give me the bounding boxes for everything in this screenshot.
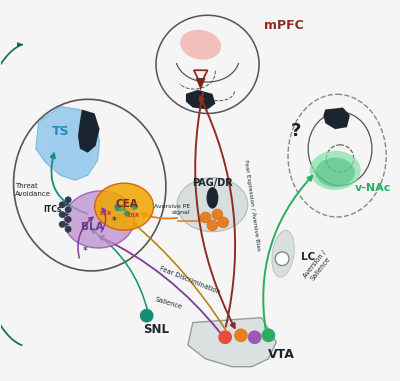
Text: D2R: D2R (114, 207, 126, 212)
Ellipse shape (50, 122, 94, 176)
Polygon shape (78, 109, 100, 153)
Circle shape (140, 309, 154, 323)
Text: ?: ? (291, 122, 301, 140)
Ellipse shape (316, 158, 355, 187)
Text: D1R: D1R (128, 213, 140, 218)
Text: Aversion /
Salience: Aversion / Salience (302, 250, 333, 284)
Circle shape (132, 204, 138, 210)
Text: BLA: BLA (81, 222, 104, 232)
Circle shape (65, 196, 72, 203)
Ellipse shape (177, 178, 248, 232)
Polygon shape (186, 90, 215, 109)
Circle shape (59, 201, 66, 208)
Ellipse shape (95, 183, 154, 230)
Circle shape (65, 226, 72, 233)
Text: Threat
Avoidance: Threat Avoidance (15, 183, 51, 197)
Text: ITCs: ITCs (43, 205, 62, 214)
Polygon shape (196, 78, 206, 90)
Circle shape (65, 216, 72, 223)
Text: TS: TS (52, 125, 69, 138)
Ellipse shape (206, 187, 218, 209)
Text: VTA: VTA (268, 348, 294, 362)
Circle shape (59, 211, 66, 218)
Circle shape (114, 204, 120, 210)
Circle shape (248, 330, 262, 344)
Text: Salience: Salience (154, 296, 182, 310)
Text: CEA: CEA (116, 199, 138, 209)
Circle shape (124, 211, 130, 216)
Text: Fear Discrimination: Fear Discrimination (159, 266, 221, 295)
Ellipse shape (272, 231, 294, 277)
Circle shape (59, 221, 66, 228)
Ellipse shape (310, 151, 361, 190)
Circle shape (218, 330, 232, 344)
Text: Fear Expression / Aversive Bias: Fear Expression / Aversive Bias (243, 159, 260, 251)
Circle shape (234, 328, 248, 342)
Text: D1R: D1R (99, 211, 112, 216)
Circle shape (207, 220, 218, 231)
Circle shape (275, 252, 289, 266)
Circle shape (218, 217, 229, 228)
Circle shape (200, 212, 211, 223)
Text: mPFC: mPFC (264, 19, 304, 32)
Text: *: * (82, 246, 87, 256)
Text: *: * (112, 216, 117, 226)
Ellipse shape (64, 191, 135, 248)
Polygon shape (188, 318, 276, 367)
Circle shape (262, 328, 275, 342)
Text: SNL: SNL (144, 323, 170, 336)
Text: LC: LC (301, 252, 315, 262)
Polygon shape (36, 107, 100, 180)
Circle shape (212, 209, 223, 220)
Polygon shape (323, 107, 350, 129)
Ellipse shape (180, 30, 221, 60)
Text: Aversive PE
signal: Aversive PE signal (154, 204, 190, 215)
Text: PAG/DR: PAG/DR (192, 178, 233, 188)
Circle shape (65, 206, 72, 213)
Text: v-NAc: v-NAc (355, 183, 391, 193)
